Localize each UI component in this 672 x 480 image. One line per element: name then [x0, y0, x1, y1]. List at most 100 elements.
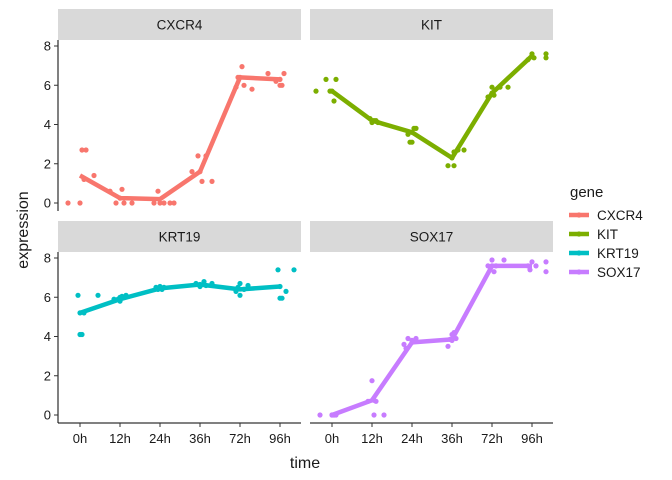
x-tick-label: 12h — [109, 431, 131, 446]
data-point — [317, 412, 323, 418]
data-point — [461, 147, 467, 153]
y-tick-label: 0 — [44, 408, 51, 423]
legend: gene CXCR4 KIT KRT19 SOX17 — [569, 184, 643, 280]
y-tick-label: 4 — [44, 117, 51, 132]
data-point — [533, 263, 539, 269]
x-tick-label: 24h — [401, 431, 423, 446]
data-point — [237, 280, 243, 287]
data-point — [543, 269, 549, 275]
data-point — [199, 178, 205, 184]
series-line-kit — [330, 54, 534, 161]
data-point — [209, 178, 215, 184]
legend-item-cxcr4: CXCR4 — [569, 208, 643, 223]
legend-key-point — [576, 250, 582, 256]
data-point — [113, 200, 119, 206]
data-point — [155, 188, 161, 194]
data-point — [543, 259, 549, 265]
data-point — [401, 341, 407, 347]
y-tick-label: 4 — [44, 329, 51, 344]
y-axis-title: expression — [15, 191, 32, 268]
facet-strip-label: CXCR4 — [157, 18, 203, 33]
data-point — [501, 257, 507, 263]
data-point — [445, 163, 451, 169]
data-point — [281, 70, 287, 77]
data-point — [241, 82, 247, 88]
data-point — [279, 295, 285, 301]
series-line-cxcr4 — [78, 75, 281, 202]
facet-strip-label: KRT19 — [159, 230, 201, 245]
data-point — [91, 172, 97, 179]
facet-strip — [58, 221, 301, 252]
data-point — [333, 76, 339, 82]
data-point — [161, 200, 167, 206]
data-point — [75, 292, 81, 298]
facet-strip — [58, 9, 301, 40]
data-point — [445, 343, 451, 349]
facet-panel-kit: KIT — [310, 9, 553, 169]
data-point — [77, 200, 83, 206]
data-point — [265, 70, 271, 77]
facet-strip — [310, 221, 553, 252]
data-point — [291, 267, 297, 273]
x-tick-label: 36h — [189, 431, 211, 446]
data-point — [79, 147, 85, 153]
facet-strip — [310, 9, 553, 40]
series-line-sox17 — [331, 263, 532, 418]
x-tick-label: 96h — [269, 431, 291, 446]
y-tick-label: 8 — [44, 39, 51, 54]
x-tick-label: 72h — [481, 431, 503, 446]
data-point — [405, 335, 411, 342]
data-point — [65, 200, 71, 206]
data-point — [151, 200, 157, 206]
data-point — [195, 153, 201, 159]
facet-strip-label: KIT — [421, 18, 442, 33]
data-point — [119, 186, 125, 192]
x-tick-label: 12h — [361, 431, 383, 446]
legend-key-point — [576, 231, 582, 237]
data-point — [83, 147, 89, 153]
legend-key-point — [576, 212, 582, 218]
data-point — [505, 84, 511, 90]
data-point — [529, 259, 535, 265]
x-axis-title: time — [290, 455, 320, 472]
x-tick-label: 96h — [521, 431, 543, 446]
x-tick-label: 0h — [325, 431, 339, 446]
facet-strip-label: SOX17 — [410, 230, 454, 245]
legend-label: KIT — [597, 227, 618, 242]
y-tick-label: 6 — [44, 290, 51, 305]
data-point — [543, 51, 549, 57]
data-point — [249, 86, 255, 92]
data-point — [279, 82, 285, 88]
data-point — [381, 412, 387, 418]
data-point — [171, 200, 177, 206]
axes: 0 2 4 6 8 0 2 4 6 8 0h 12h 24h 36h 72h 96h 0h 12h 24h 36h 72… — [44, 39, 553, 446]
facet-panel-krt19: KRT19 — [58, 221, 301, 338]
data-point — [239, 64, 245, 70]
data-point — [313, 88, 319, 94]
data-point — [323, 76, 329, 82]
data-point — [283, 288, 289, 294]
legend-item-kit: KIT — [569, 227, 618, 242]
data-point — [543, 55, 549, 61]
legend-key-point — [576, 269, 582, 275]
data-point — [409, 139, 415, 145]
data-point — [369, 378, 375, 384]
legend-label: CXCR4 — [597, 208, 643, 223]
legend-item-sox17: SOX17 — [569, 265, 641, 280]
data-point — [413, 125, 419, 131]
legend-item-krt19: KRT19 — [569, 246, 639, 261]
data-point — [275, 267, 281, 273]
facet-panel-cxcr4: CXCR4 — [58, 9, 301, 206]
y-tick-label: 2 — [44, 156, 51, 171]
legend-label: SOX17 — [597, 265, 641, 280]
data-point — [95, 292, 101, 298]
data-point — [79, 331, 85, 338]
data-point — [489, 84, 495, 90]
legend-title: gene — [570, 184, 603, 201]
data-point — [491, 269, 497, 275]
x-tick-label: 0h — [73, 431, 87, 446]
legend-label: KRT19 — [597, 246, 639, 261]
data-point — [167, 200, 173, 206]
facet-panels: CXCR4 KIT KRT19 SOX17 — [58, 9, 553, 418]
